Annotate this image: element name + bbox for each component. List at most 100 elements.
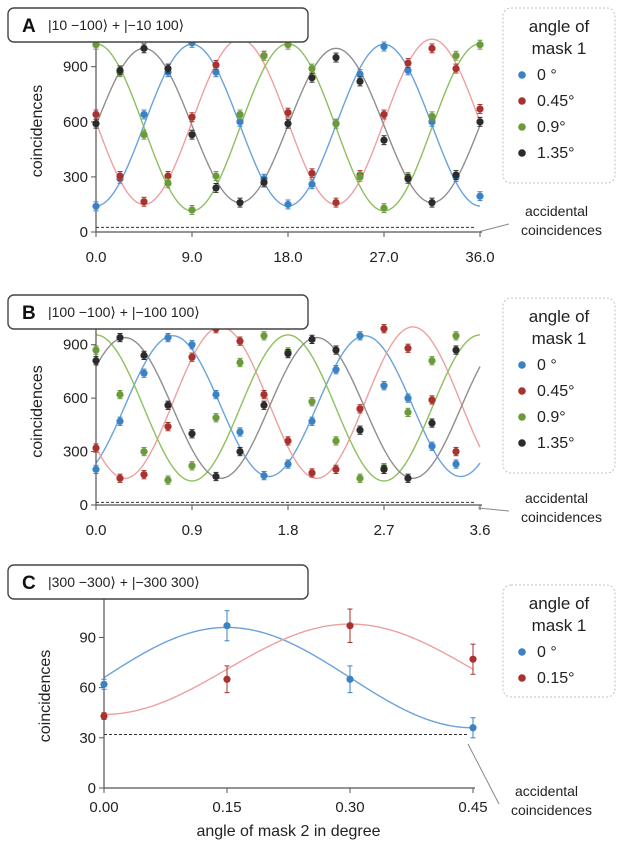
panel-title: |10 −100⟩ + |−10 100⟩	[48, 17, 184, 33]
data-point	[404, 175, 412, 183]
data-point	[428, 396, 436, 404]
legend-item-label: 0 °	[537, 357, 557, 374]
data-point	[212, 184, 220, 192]
data-point	[332, 53, 340, 62]
data-point	[92, 444, 100, 452]
data-point	[404, 344, 412, 352]
accidental-annotation-line2: coincidences	[521, 509, 602, 525]
data-point	[188, 206, 196, 214]
x-tick-label: 0.0	[86, 522, 107, 539]
data-point	[260, 178, 268, 187]
data-point	[92, 357, 100, 365]
y-tick-label: 900	[63, 59, 88, 76]
x-tick-label: 0.00	[89, 799, 118, 816]
data-point	[380, 325, 388, 333]
data-point	[164, 64, 172, 73]
data-point	[236, 118, 244, 126]
x-axis-label: angle of mask 2 in degree	[196, 823, 380, 840]
data-point	[404, 474, 412, 482]
y-tick-label: 30	[79, 730, 96, 747]
data-point	[284, 41, 292, 49]
data-point	[92, 465, 100, 473]
y-tick-label: 300	[63, 444, 88, 461]
data-point	[404, 408, 412, 416]
accidental-leader-line	[477, 507, 510, 512]
data-point	[308, 74, 316, 82]
legend-box	[502, 297, 616, 474]
x-tick-label: 27.0	[369, 249, 398, 266]
data-point	[380, 42, 388, 51]
data-point	[92, 110, 100, 119]
data-point	[428, 419, 436, 427]
data-point	[188, 131, 196, 139]
data-point	[284, 200, 292, 209]
data-point	[332, 120, 340, 128]
data-point	[308, 169, 316, 177]
legend-item-label: 1.35°	[537, 145, 575, 162]
legend-item-label: 1.35°	[537, 435, 575, 452]
data-point	[164, 172, 172, 180]
data-point	[452, 332, 460, 340]
accidental-annotation-line1: accidental	[515, 783, 578, 799]
data-point	[284, 437, 292, 445]
legend-marker	[518, 413, 526, 421]
legend-box	[502, 7, 616, 184]
panel-title: |300 −300⟩ + |−300 300⟩	[48, 574, 200, 590]
accidental-annotation-line2: coincidences	[521, 222, 602, 238]
data-point	[260, 472, 268, 480]
data-point	[346, 675, 354, 683]
data-point	[428, 44, 436, 52]
data-point	[223, 622, 231, 630]
data-point	[404, 394, 412, 402]
data-point	[140, 198, 148, 206]
data-point	[164, 476, 172, 484]
y-tick-label: 300	[63, 169, 88, 186]
data-point	[356, 332, 364, 340]
data-point	[356, 405, 364, 413]
data-point	[452, 447, 460, 456]
legend-item-label: 0.15°	[537, 670, 575, 687]
data-point	[140, 351, 148, 359]
legend-marker	[518, 361, 526, 369]
legend-title-line1: angle of	[529, 17, 590, 36]
x-tick-label: 2.7	[374, 522, 395, 539]
data-point	[188, 353, 196, 361]
data-point	[356, 77, 364, 86]
data-point	[476, 192, 484, 200]
panel-letter: C	[22, 573, 36, 594]
data-point	[116, 390, 124, 399]
data-point	[332, 346, 340, 354]
data-point	[140, 447, 148, 456]
data-point	[236, 358, 244, 367]
y-axis-label: coincidences	[29, 85, 46, 178]
data-point	[164, 179, 172, 187]
data-point	[332, 437, 340, 445]
legend-item-label: 0.45°	[537, 93, 575, 110]
data-point	[380, 204, 388, 212]
data-point	[212, 68, 220, 76]
data-point	[260, 401, 268, 409]
data-point	[236, 110, 244, 119]
data-point	[212, 390, 220, 399]
data-point	[164, 423, 172, 431]
data-point	[116, 417, 124, 425]
panel-letter: A	[22, 16, 36, 37]
data-point	[284, 350, 292, 358]
legend-marker	[518, 97, 526, 105]
data-point	[404, 59, 412, 67]
data-point	[188, 341, 196, 349]
legend-marker	[518, 149, 526, 157]
data-point	[236, 337, 244, 345]
fit-curve-0	[103, 626, 473, 729]
legend-item-label: 0.45°	[537, 383, 575, 400]
data-point	[116, 333, 124, 342]
data-point	[308, 398, 316, 406]
data-point	[452, 64, 460, 73]
y-axis-label: coincidences	[37, 650, 54, 743]
data-point	[92, 202, 100, 210]
data-point	[308, 417, 316, 425]
data-point	[164, 401, 172, 409]
accidental-leader-line	[477, 223, 510, 233]
data-point	[308, 469, 316, 477]
